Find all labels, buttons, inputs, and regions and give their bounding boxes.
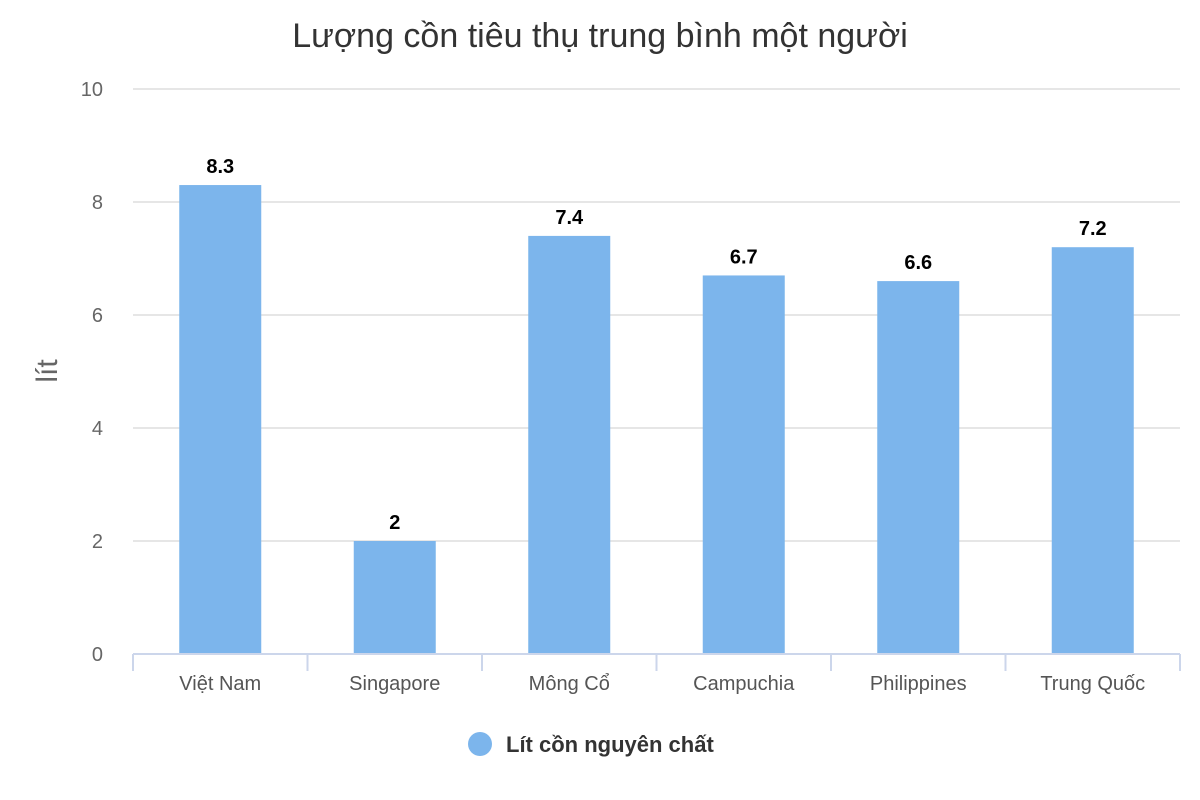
- bar[interactable]: [528, 235, 611, 654]
- y-tick-label: 2: [92, 531, 103, 553]
- y-tick-label: 4: [92, 418, 103, 440]
- x-tick-label: Việt Nam: [179, 673, 261, 695]
- x-tick-label: Philippines: [870, 673, 967, 695]
- bar[interactable]: [179, 185, 262, 655]
- chart-title: Lượng cồn tiêu thụ trung bình một người: [292, 17, 908, 55]
- legend-marker: [468, 732, 492, 756]
- y-axis-ticks: 0 2 4 6 8 10: [81, 79, 103, 666]
- bar[interactable]: [702, 275, 785, 654]
- y-tick-label: 8: [92, 192, 103, 214]
- x-tick-label: Mông Cổ: [529, 673, 610, 695]
- x-tick-label: Singapore: [349, 673, 440, 695]
- x-axis-ticks: Việt Nam Singapore Mông Cổ Campuchia Philipp…: [179, 673, 1145, 695]
- y-tick-label: 0: [92, 644, 103, 666]
- legend[interactable]: Lít cồn nguyên chất: [468, 732, 714, 757]
- y-tick-label: 10: [81, 79, 103, 101]
- x-tick-label: Campuchia: [693, 673, 795, 695]
- y-axis-label: lít: [31, 359, 64, 383]
- grid-lines: [133, 88, 1180, 542]
- bar[interactable]: [353, 541, 436, 654]
- data-label: 6.7: [730, 246, 758, 268]
- data-label: 6.6: [904, 252, 932, 274]
- bar[interactable]: [877, 281, 960, 654]
- data-labels: 8.3 2 7.4 6.7 6.6 7.2: [206, 156, 1106, 534]
- x-axis: [132, 653, 1181, 671]
- data-label: 8.3: [206, 156, 234, 178]
- bars: [179, 185, 1134, 655]
- data-label: 7.2: [1079, 218, 1107, 240]
- data-label: 2: [389, 512, 400, 534]
- data-label: 7.4: [555, 207, 584, 229]
- bar[interactable]: [1051, 247, 1134, 654]
- legend-label[interactable]: Lít cồn nguyên chất: [506, 732, 714, 757]
- x-tick-label: Trung Quốc: [1040, 673, 1145, 695]
- y-tick-label: 6: [92, 305, 103, 327]
